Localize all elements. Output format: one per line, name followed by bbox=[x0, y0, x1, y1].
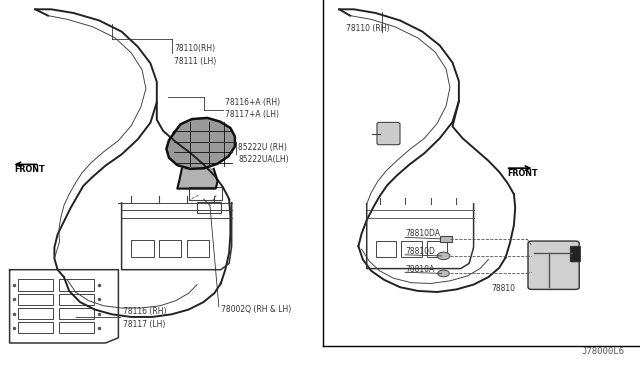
Bar bbox=[187, 240, 209, 257]
Polygon shape bbox=[166, 118, 235, 169]
Bar bbox=[18, 308, 53, 319]
Bar bbox=[401, 241, 422, 257]
Circle shape bbox=[437, 252, 450, 260]
Bar bbox=[59, 279, 94, 291]
Text: 78117 (LH): 78117 (LH) bbox=[123, 320, 165, 328]
Bar bbox=[159, 240, 181, 257]
Text: 78117+A (LH): 78117+A (LH) bbox=[225, 110, 279, 119]
FancyBboxPatch shape bbox=[528, 241, 579, 289]
Text: FRONT: FRONT bbox=[14, 165, 45, 174]
Text: 85222UA(LH): 85222UA(LH) bbox=[238, 155, 289, 164]
Text: 78110 (RH): 78110 (RH) bbox=[346, 23, 389, 32]
Bar bbox=[59, 294, 94, 305]
Polygon shape bbox=[177, 169, 218, 189]
Bar bbox=[440, 236, 452, 242]
Bar bbox=[427, 241, 447, 257]
Text: FRONT: FRONT bbox=[508, 169, 538, 177]
Text: 78116+A (RH): 78116+A (RH) bbox=[225, 98, 280, 107]
Bar bbox=[59, 308, 94, 319]
Text: J78000L6: J78000L6 bbox=[581, 347, 624, 356]
Text: 78110(RH): 78110(RH) bbox=[174, 44, 215, 53]
Bar bbox=[189, 187, 222, 200]
Bar bbox=[59, 322, 94, 333]
Bar bbox=[197, 202, 221, 213]
Bar bbox=[18, 279, 53, 291]
Bar bbox=[376, 241, 396, 257]
Bar bbox=[18, 322, 53, 333]
Text: 78111 (LH): 78111 (LH) bbox=[174, 57, 216, 66]
Text: 78002Q (RH & LH): 78002Q (RH & LH) bbox=[221, 305, 291, 314]
Text: 78810D: 78810D bbox=[405, 247, 435, 256]
Text: 78810: 78810 bbox=[491, 284, 515, 293]
FancyBboxPatch shape bbox=[377, 122, 400, 145]
Text: 78810A: 78810A bbox=[405, 264, 435, 273]
Bar bbox=[131, 240, 154, 257]
Circle shape bbox=[438, 270, 449, 277]
Text: 78810DA: 78810DA bbox=[405, 229, 440, 238]
Bar bbox=[18, 294, 53, 305]
FancyBboxPatch shape bbox=[570, 246, 580, 262]
Text: 85222U (RH): 85222U (RH) bbox=[238, 142, 287, 151]
Text: 78116 (RH): 78116 (RH) bbox=[123, 307, 166, 316]
